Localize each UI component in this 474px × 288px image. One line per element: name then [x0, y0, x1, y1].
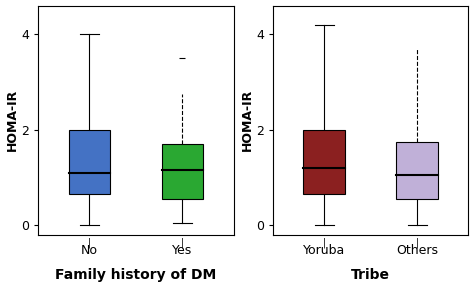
Bar	[162, 144, 203, 199]
Text: |: |	[88, 237, 91, 248]
Y-axis label: HOMA-IR: HOMA-IR	[6, 89, 18, 151]
Bar	[69, 130, 110, 194]
Text: |: |	[181, 237, 184, 248]
Text: |: |	[323, 237, 326, 248]
Bar	[396, 142, 438, 199]
X-axis label: Tribe: Tribe	[351, 268, 391, 283]
Y-axis label: HOMA-IR: HOMA-IR	[240, 89, 254, 151]
Text: |: |	[416, 237, 419, 248]
Bar	[303, 130, 345, 194]
X-axis label: Family history of DM: Family history of DM	[55, 268, 217, 283]
